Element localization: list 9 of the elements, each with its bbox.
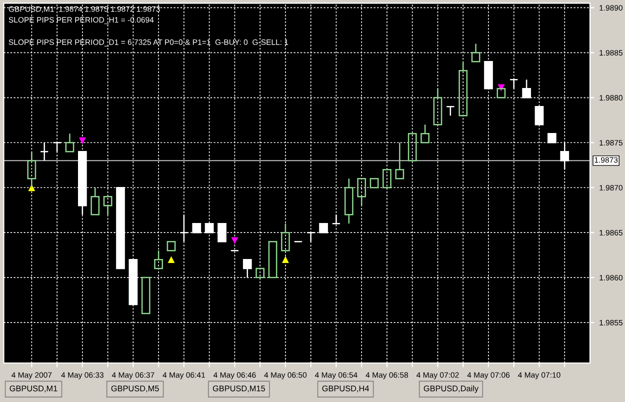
point bbox=[78, 137, 86, 144]
point bbox=[231, 237, 238, 244]
text: GBPUSD,Daily bbox=[424, 385, 479, 393]
point bbox=[168, 256, 175, 264]
text: GBPUSD,M5 bbox=[111, 386, 159, 392]
point bbox=[282, 256, 289, 264]
text: GBPUSD,M15 bbox=[212, 386, 265, 392]
text: GBPUSD,M1 bbox=[10, 386, 58, 392]
text: GBPUSD,H4 bbox=[322, 386, 369, 392]
